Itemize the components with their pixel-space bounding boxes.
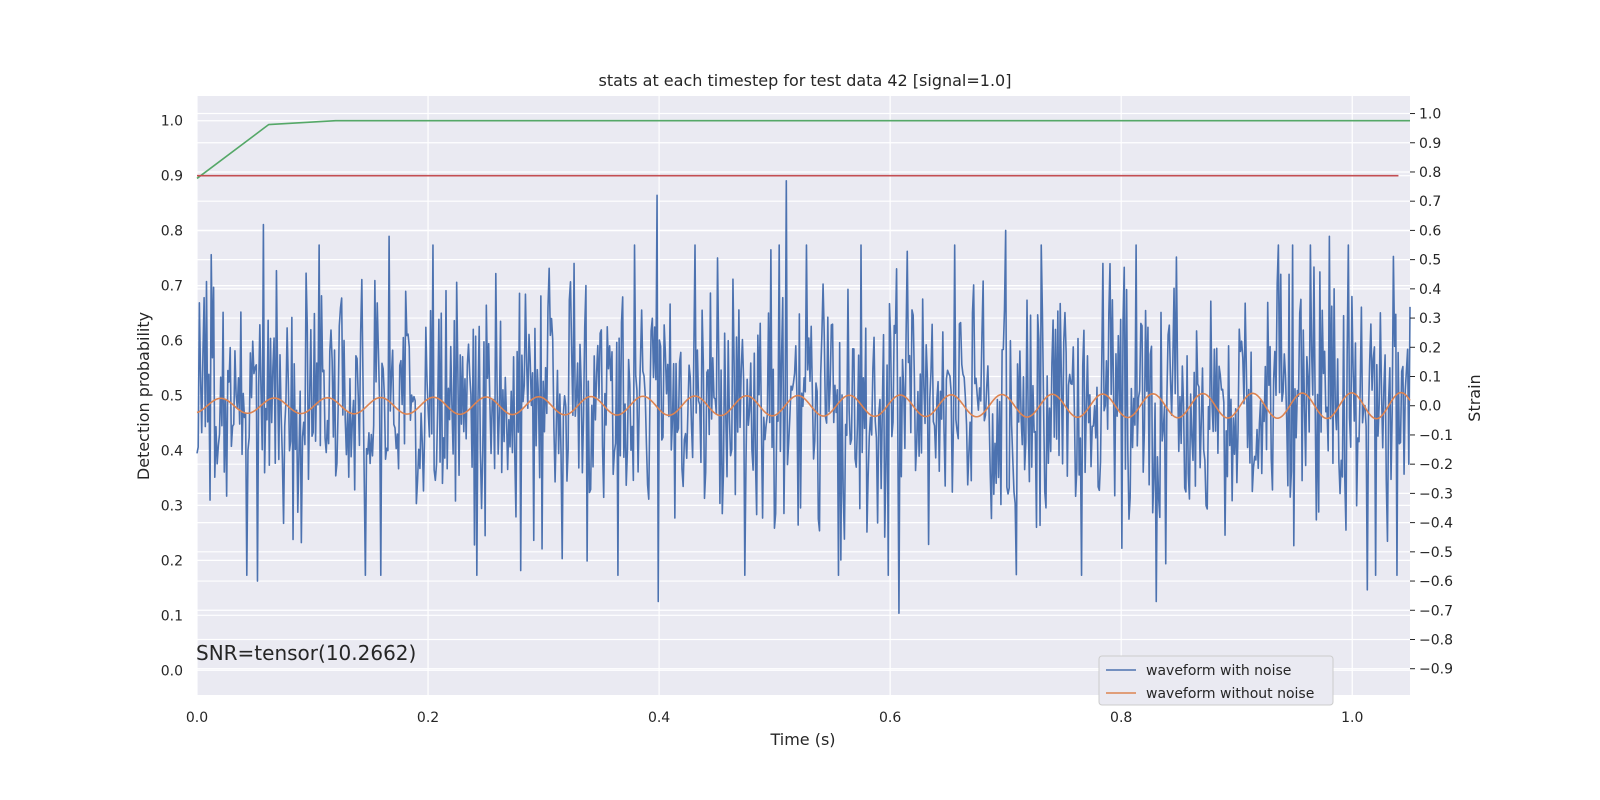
- left-y-tick-label: 0.1: [161, 608, 183, 624]
- left-y-tick-label: 0.5: [161, 389, 183, 405]
- right-y-tick-label: 0.1: [1419, 370, 1441, 386]
- series-layer: [196, 119, 1411, 614]
- left-y-tick-label: 0.2: [161, 553, 183, 569]
- right-y-tick-label: 0.2: [1419, 340, 1441, 356]
- left-y-axis-label: Detection probability: [134, 312, 153, 480]
- right-y-tick-label: 0.5: [1419, 253, 1441, 269]
- right-y-tick-label: 0.3: [1419, 311, 1441, 327]
- series-detection-probability: [196, 119, 1410, 180]
- right-y-tick-label: −0.1: [1419, 428, 1453, 444]
- right-y-tick-label: −0.2: [1419, 457, 1453, 473]
- x-tick-labels: 0.0 0.2 0.4 0.6 0.8 1.0: [186, 710, 1364, 726]
- left-y-tick-label: 1.0: [161, 114, 183, 130]
- right-y-tick-label: −0.3: [1419, 486, 1453, 502]
- x-tick-label: 0.8: [1110, 710, 1132, 726]
- right-y-tick-label: 0.6: [1419, 223, 1441, 239]
- left-y-tick-label: 0.7: [161, 279, 183, 295]
- right-y-axis-label: Strain: [1465, 374, 1484, 421]
- right-y-tick-label: −0.5: [1419, 545, 1453, 561]
- right-y-tick-label: −0.4: [1419, 516, 1453, 532]
- right-y-tick-label: 0.8: [1419, 165, 1441, 181]
- right-y-tick-label: 0.9: [1419, 136, 1441, 152]
- right-y-tick-label: 0.7: [1419, 194, 1441, 210]
- series-waveform-with-noise: [196, 179, 1411, 614]
- left-y-tick-labels: 0.0 0.1 0.2 0.3 0.4 0.5 0.6 0.7 0.8 0.9 1.0: [161, 114, 183, 680]
- x-tick-label: 0.0: [186, 710, 208, 726]
- right-y-tick-label: 1.0: [1419, 107, 1441, 123]
- legend-label-with-noise: waveform with noise: [1146, 663, 1291, 679]
- legend-label-without-noise: waveform without noise: [1146, 686, 1314, 702]
- left-y-tick-label: 0.9: [161, 169, 183, 185]
- legend: waveform with noise waveform without noi…: [1098, 655, 1334, 706]
- right-y-tick-label: 0.4: [1419, 282, 1441, 298]
- right-y-tick-label: 0.0: [1419, 399, 1441, 415]
- right-y-tick-labels: −0.9 −0.8 −0.7 −0.6 −0.5 −0.4 −0.3 −0.2 −0.1 0.0 0…: [1410, 107, 1453, 678]
- chart-title: stats at each timestep for test data 42 …: [599, 71, 1012, 90]
- right-y-tick-label: −0.7: [1419, 603, 1453, 619]
- right-y-tick-label: −0.9: [1419, 662, 1453, 678]
- left-y-tick-label: 0.8: [161, 224, 183, 240]
- left-y-tick-label: 0.4: [161, 443, 183, 459]
- series-waveform-without-noise: [196, 391, 1411, 420]
- left-y-tick-label: 0.0: [161, 663, 183, 679]
- x-tick-label: 0.6: [879, 710, 901, 726]
- x-tick-label: 0.2: [417, 710, 439, 726]
- left-y-tick-label: 0.3: [161, 498, 183, 514]
- left-y-tick-label: 0.6: [161, 334, 183, 350]
- legend-box: [1098, 655, 1334, 706]
- x-tick-label: 1.0: [1341, 710, 1363, 726]
- snr-annotation: SNR=tensor(10.2662): [196, 641, 416, 665]
- right-y-tick-label: −0.6: [1419, 574, 1453, 590]
- right-y-tick-label: −0.8: [1419, 632, 1453, 648]
- x-tick-label: 0.4: [648, 710, 670, 726]
- x-axis-label: Time (s): [769, 730, 835, 749]
